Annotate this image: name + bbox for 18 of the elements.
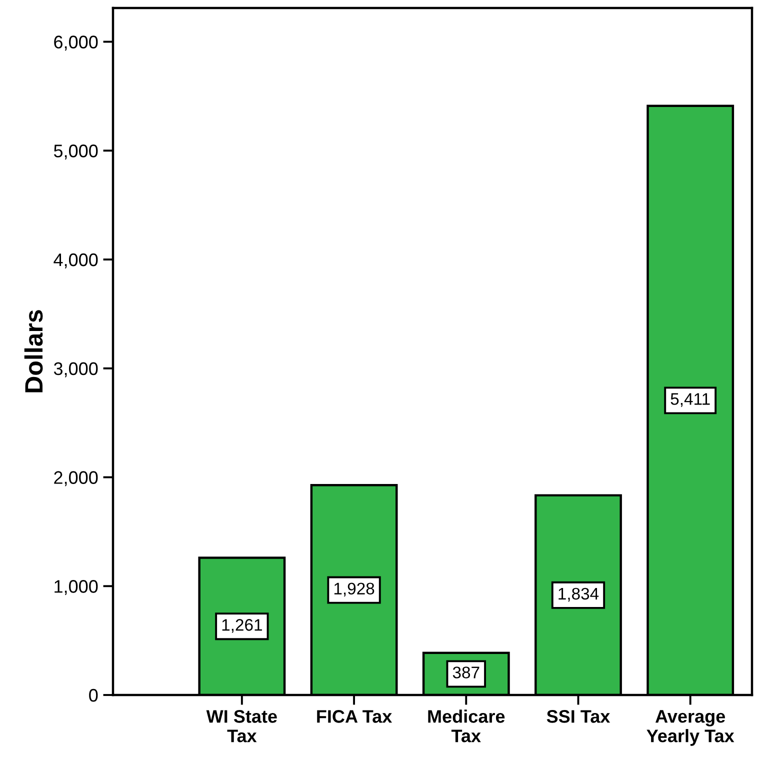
y-tick-label: 5,000 [54, 144, 98, 160]
y-tick-label: 6,000 [54, 36, 98, 51]
y-tick-label: 3,000 [54, 362, 98, 378]
y-tick-label: 2,000 [54, 471, 98, 486]
y-axis-title: Dollars [24, 310, 43, 392]
y-tick-label: 4,000 [54, 253, 98, 268]
x-tick-label: Medicare Tax [428, 710, 505, 742]
x-tick-label: WI State Tax [206, 710, 277, 742]
data-label: 387 [452, 666, 480, 678]
x-tick-label: FICA Tax [317, 710, 392, 723]
data-label: 5,411 [670, 393, 710, 407]
y-tick-label: 1,000 [54, 580, 98, 595]
y-tick-label: 0 [89, 688, 98, 702]
x-tick-label: Average Yearly Tax [646, 710, 734, 746]
data-label: 1,928 [334, 582, 374, 596]
data-label: 1,261 [222, 619, 262, 633]
x-tick-label: SSI Tax [546, 710, 610, 723]
data-label: 1,834 [558, 588, 599, 602]
